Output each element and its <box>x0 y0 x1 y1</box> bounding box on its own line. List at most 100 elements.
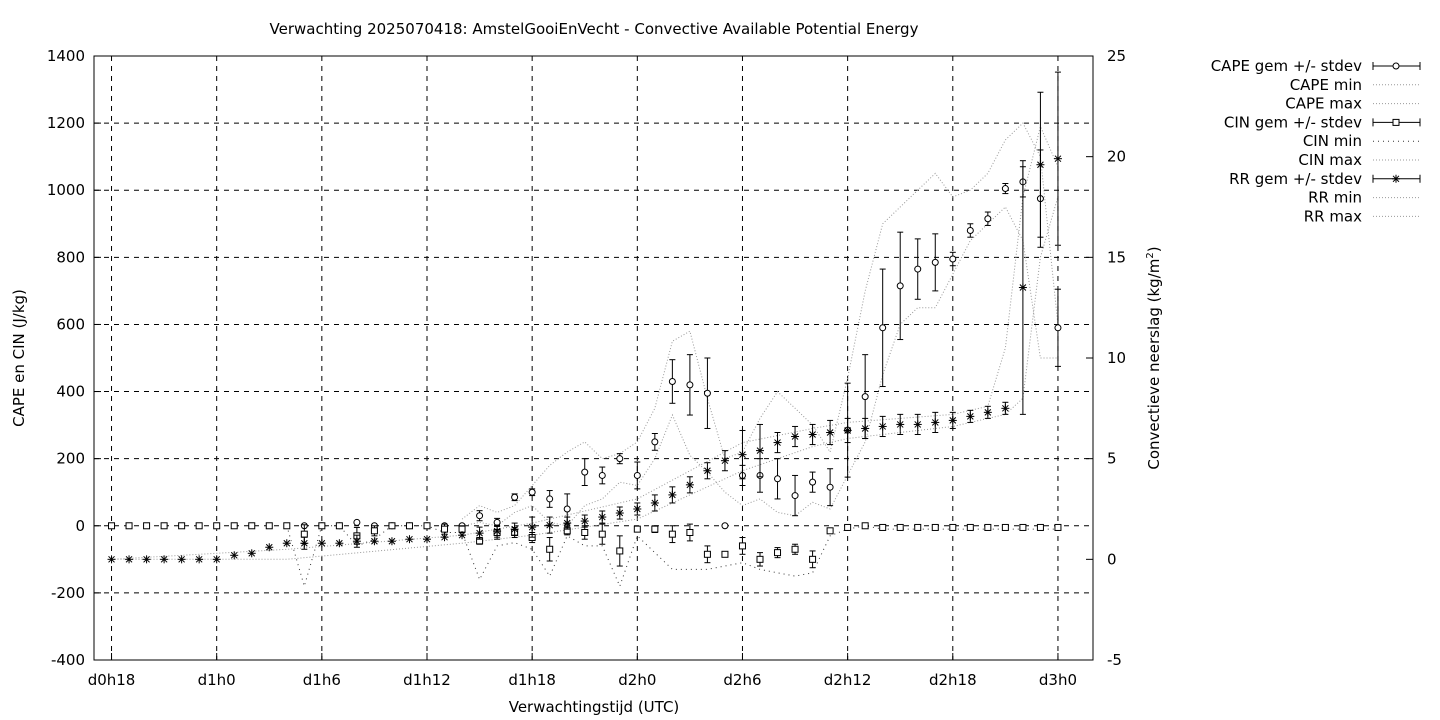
point-square <box>441 525 449 533</box>
point-square <box>1036 523 1044 531</box>
plot-frame <box>93 55 1094 661</box>
x-axis-label: Verwachtingstijd (UTC) <box>509 698 680 716</box>
y2-axis-label: Convectieve neerslag (kg/m2) <box>1145 246 1163 469</box>
point-square <box>581 528 589 536</box>
x-tick-label: d2h6 <box>723 671 761 689</box>
point-square <box>633 525 641 533</box>
y2-axis-ticks: -5 0 5 10 15 20 25 <box>1086 47 1126 669</box>
point-circle <box>581 468 589 476</box>
point-star <box>563 519 572 528</box>
legend-label: CIN min <box>1303 132 1362 150</box>
point-circle <box>966 226 974 234</box>
point-square <box>423 522 431 530</box>
band-rr-max <box>111 124 1059 560</box>
point-square <box>668 530 676 538</box>
point-star <box>983 408 992 417</box>
y-tick-label: 1400 <box>47 47 85 65</box>
point-square <box>598 530 606 538</box>
point-square <box>388 522 396 530</box>
point-star <box>282 539 291 548</box>
point-star <box>458 531 467 540</box>
point-circle <box>598 471 606 479</box>
point-star <box>808 430 817 439</box>
y2-axis-label-main: Convectieve neerslag (kg/m <box>1145 259 1163 470</box>
y-tick-label: 400 <box>56 383 85 401</box>
point-star <box>528 523 537 532</box>
point-square <box>756 555 764 563</box>
point-circle <box>1054 324 1062 332</box>
point-square <box>230 522 238 530</box>
y2-tick-label: 5 <box>1107 450 1117 468</box>
point-star <box>668 490 677 499</box>
point-star <box>352 537 361 546</box>
point-star <box>615 509 624 518</box>
y2-tick-label: 0 <box>1107 550 1117 568</box>
point-square <box>335 522 343 530</box>
legend-label: CAPE gem +/- stdev <box>1211 57 1362 75</box>
point-star <box>387 537 396 546</box>
point-square <box>265 522 273 530</box>
point-star <box>545 521 554 530</box>
point-star <box>1053 154 1062 163</box>
grid-lines <box>94 55 1093 661</box>
point-circle <box>476 512 484 520</box>
point-square <box>283 522 291 530</box>
point-square <box>879 523 887 531</box>
point-star <box>1018 283 1027 292</box>
point-square <box>248 522 256 530</box>
min-max-bands <box>111 122 1059 588</box>
y2-tick-label: 25 <box>1107 47 1126 65</box>
x-tick-label: d3h0 <box>1039 671 1077 689</box>
x-tick-label: d1h18 <box>508 671 556 689</box>
point-star <box>1392 174 1400 183</box>
y2-tick-label: 10 <box>1107 349 1126 367</box>
point-square <box>616 547 624 555</box>
point-star <box>230 551 239 560</box>
y-axis-ticks: -400 -200 0 200 400 600 800 1000 1200 1400 <box>47 47 101 669</box>
point-square <box>1001 523 1009 531</box>
point-star <box>966 412 975 421</box>
legend-label: RR max <box>1304 207 1362 225</box>
band-cape-max <box>461 122 1059 520</box>
point-circle <box>879 324 887 332</box>
y2-axis-label-end: ) <box>1145 246 1163 252</box>
point-circle <box>1392 62 1400 70</box>
y-axis-label: CAPE en CIN (J/kg) <box>10 289 28 427</box>
y-tick-label: 800 <box>56 248 85 266</box>
x-tick-label: d1h0 <box>198 671 236 689</box>
point-square <box>914 523 922 531</box>
point-star <box>720 456 729 465</box>
band-cape-min <box>462 206 1058 527</box>
legend-label: CAPE max <box>1285 95 1362 113</box>
point-star <box>913 420 922 429</box>
point-square <box>791 545 799 553</box>
y2-tick-label: 15 <box>1107 248 1126 266</box>
point-star <box>510 525 519 534</box>
point-square <box>651 525 659 533</box>
y-tick-label: 200 <box>56 450 85 468</box>
point-square <box>160 522 168 530</box>
point-circle <box>668 377 676 385</box>
point-circle <box>826 483 834 491</box>
point-square <box>809 555 817 563</box>
point-square <box>861 522 869 530</box>
point-star <box>738 450 747 459</box>
point-star <box>685 480 694 489</box>
point-square <box>844 523 852 531</box>
point-circle <box>511 493 519 501</box>
legend-label: CAPE min <box>1290 76 1362 94</box>
y-tick-label: 600 <box>56 315 85 333</box>
point-star <box>633 505 642 513</box>
point-star <box>370 537 379 546</box>
point-circle <box>896 282 904 290</box>
y-tick-label: -200 <box>51 584 85 602</box>
point-star <box>580 517 589 526</box>
data-marks <box>107 71 1062 569</box>
point-star <box>791 432 800 441</box>
x-tick-label: d1h12 <box>403 671 451 689</box>
point-circle <box>914 265 922 273</box>
point-star <box>177 555 186 564</box>
point-square <box>984 523 992 531</box>
y2-tick-label: -5 <box>1107 651 1122 669</box>
point-circle <box>563 505 571 513</box>
